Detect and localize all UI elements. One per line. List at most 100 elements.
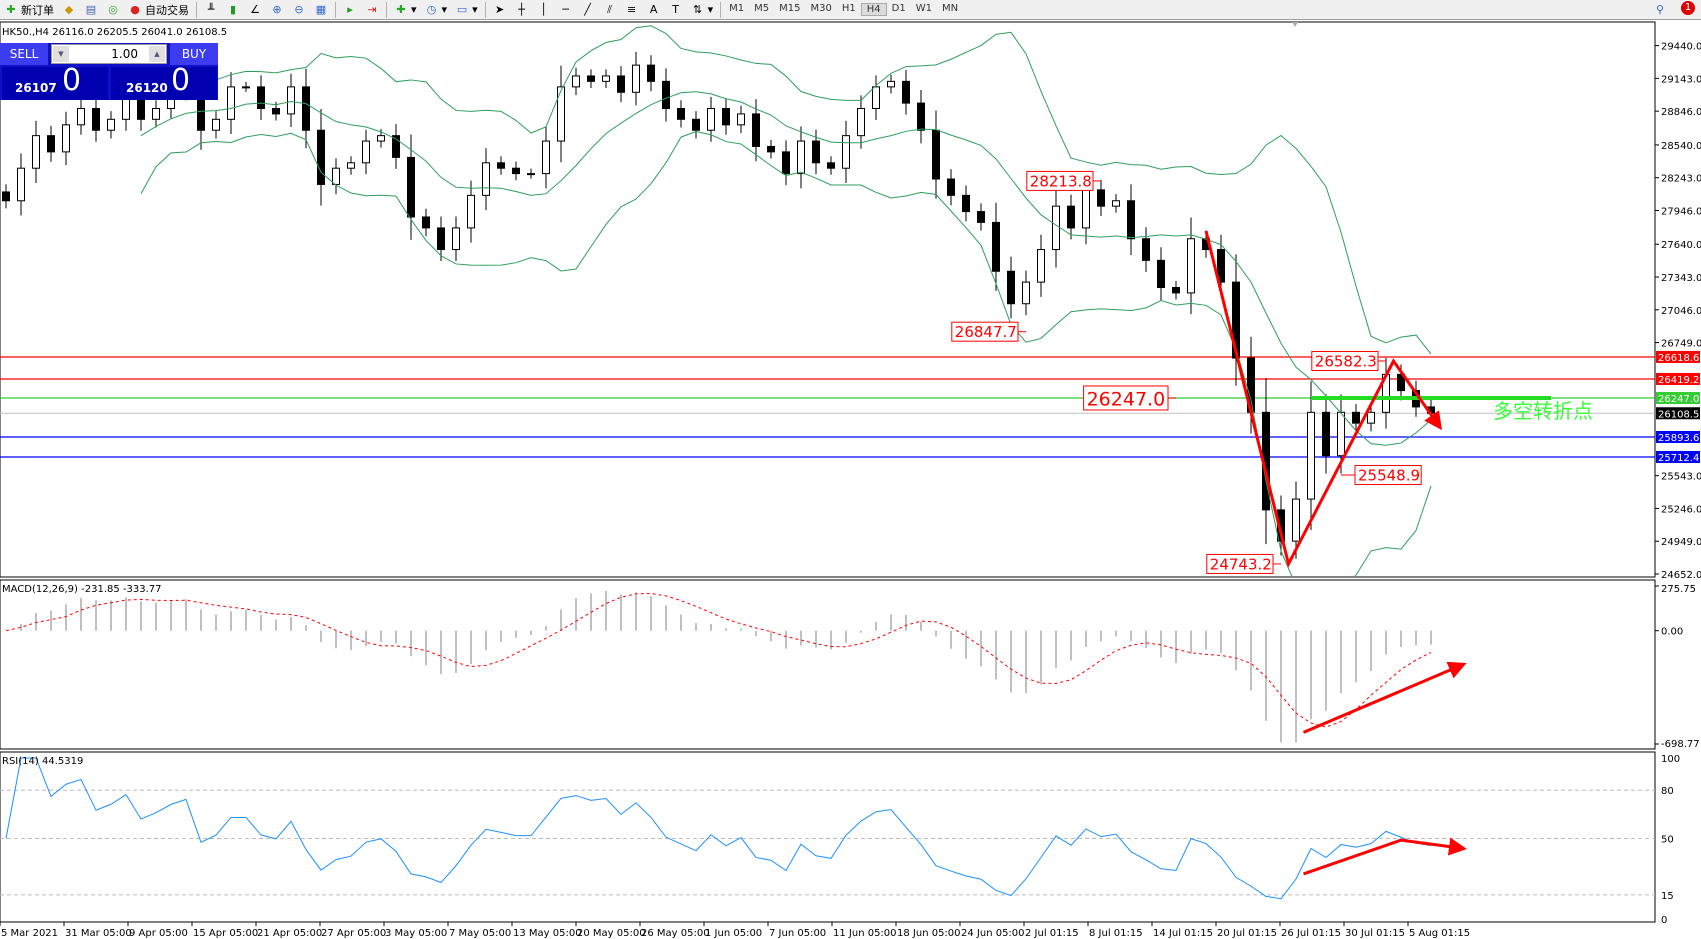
bear-candle: [722, 108, 730, 126]
timeframe-h4[interactable]: H4: [860, 3, 887, 16]
buy-price[interactable]: 26120 0: [111, 63, 217, 100]
bull-candle: [872, 86, 880, 110]
bear-candle: [902, 80, 910, 104]
annotation-label: 25548.9: [1358, 467, 1420, 485]
time-tick-label: 20 Jul 01:15: [1217, 928, 1277, 939]
periods-button[interactable]: ◷ ▾: [421, 1, 452, 19]
terminal-icon: ▤: [85, 2, 97, 16]
bull-candle: [32, 135, 40, 169]
bull-candle: [467, 194, 475, 229]
timeframe-d1[interactable]: D1: [891, 3, 906, 14]
bear-candle: [257, 86, 265, 110]
new-order-button[interactable]: ✚ 新订单: [0, 1, 58, 19]
bear-candle: [782, 151, 790, 175]
rsi-tick-label: 80: [1661, 786, 1674, 797]
cursor-icon: ➤: [494, 2, 505, 16]
fibonacci-button[interactable]: ≡: [621, 1, 643, 19]
channel-button[interactable]: ⫽: [599, 1, 621, 19]
arrows-button[interactable]: ⇅ ▾: [687, 1, 718, 19]
macd-pane: [0, 579, 1656, 750]
divider: [196, 1, 197, 18]
time-tick-label: 7 Jun 05:00: [769, 928, 826, 939]
crosshair-button[interactable]: ┼: [511, 1, 533, 19]
line-chart-button[interactable]: ∠: [244, 1, 266, 19]
sell-price[interactable]: 26107 0: [2, 63, 108, 100]
annotation-box: [1311, 350, 1379, 371]
bull-candle: [887, 80, 895, 88]
templates-button[interactable]: ▭ ▾: [456, 2, 478, 17]
bear-candle: [92, 108, 100, 131]
timeframe-w1[interactable]: W1: [915, 3, 932, 14]
lot-size-input[interactable]: 1.00: [51, 44, 167, 64]
bear-candle: [977, 211, 985, 223]
indicators-button[interactable]: ✚ ▾: [390, 1, 421, 19]
sell-button[interactable]: SELL: [0, 43, 48, 65]
timeframe-m5[interactable]: M5: [754, 3, 770, 14]
zoom-out-button[interactable]: ⊖: [288, 1, 310, 19]
horizontal-line-button[interactable]: ─: [555, 1, 577, 19]
bull-candle: [122, 97, 130, 120]
alert-badge[interactable]: 1: [1681, 1, 1695, 15]
macd-tick-label: 275.75: [1661, 584, 1696, 595]
navigator-button[interactable]: ▤: [80, 1, 102, 19]
price-tick-label: 29143.0: [1661, 74, 1701, 85]
bull-candle: [377, 135, 385, 142]
annotation-label: 24743.2: [1210, 555, 1272, 573]
bollinger-upper-band: [140, 25, 1432, 355]
candle-chart-button[interactable]: ▮: [222, 1, 244, 19]
bear-candle: [662, 80, 670, 110]
timeframe-h1[interactable]: H1: [841, 3, 856, 14]
timeframe-mn[interactable]: MN: [941, 3, 959, 14]
auto-trading-button[interactable]: ● 自动交易: [124, 1, 193, 19]
macd-label: MACD(12,26,9) -231.85 -333.77: [2, 584, 162, 595]
time-tick-label: 26 May 05:00: [641, 928, 710, 939]
zoom-in-button[interactable]: ⊕: [266, 1, 288, 19]
market-watch-button[interactable]: ◆: [58, 1, 80, 19]
bull-candle: [227, 86, 235, 120]
bear-candle: [392, 135, 400, 158]
price-tick-label: 28846.0: [1661, 107, 1701, 118]
timeframe-m15[interactable]: M15: [779, 3, 801, 14]
bear-candle: [752, 113, 760, 147]
time-tick-label: 20 May 05:00: [577, 928, 646, 939]
text-button[interactable]: A: [643, 1, 665, 19]
bull-candle: [362, 140, 370, 164]
bar-chart-button[interactable]: ╨: [200, 1, 222, 19]
buy-price-main: 26120: [126, 81, 168, 95]
cursor-button[interactable]: ➤: [489, 1, 511, 19]
time-tick-label: 27 Apr 05:00: [321, 928, 386, 939]
rsi-trend-arrow: [1303, 837, 1467, 876]
price-tag-label: 26108.5: [1658, 409, 1699, 420]
vertical-line-button[interactable]: │: [533, 1, 555, 19]
bear-candle: [317, 129, 325, 185]
time-tick-label: 5 Mar 2021: [1, 928, 58, 939]
time-tick-label: 13 May 05:00: [513, 928, 582, 939]
auto-scroll-button[interactable]: ▸: [339, 1, 361, 19]
chart-shift-button[interactable]: ⇥: [361, 1, 383, 19]
trendline-button[interactable]: ╱: [577, 1, 599, 19]
label-button[interactable]: T: [665, 1, 687, 19]
price-tag: [1656, 450, 1700, 463]
search-icon[interactable]: ⚲: [1655, 3, 1665, 16]
buy-button[interactable]: BUY: [170, 43, 218, 65]
tile-windows-button[interactable]: ▦: [310, 1, 332, 19]
trendline-icon: ╱: [584, 2, 591, 16]
signals-button[interactable]: ◎: [102, 1, 124, 19]
lot-decrease-icon[interactable]: ▼: [53, 46, 69, 62]
bull-candle: [152, 108, 160, 120]
timeframe-m1[interactable]: M1: [729, 3, 745, 14]
bollinger-middle-band: [140, 91, 1432, 446]
bear-candle: [1097, 189, 1105, 207]
bull-candle: [737, 113, 745, 126]
lot-increase-icon[interactable]: ▲: [149, 46, 165, 62]
bull-candle: [77, 108, 85, 126]
timeframe-m30[interactable]: M30: [810, 3, 832, 14]
time-tick-label: 24 Jun 05:00: [961, 928, 1025, 939]
chart-shift-marker-icon: [1292, 22, 1298, 27]
bull-candle: [17, 167, 25, 202]
bollinger-lower-band: [140, 131, 1432, 576]
annotation-box: [1026, 170, 1094, 191]
bear-candle: [407, 156, 415, 218]
annotation-box: [1206, 553, 1274, 574]
